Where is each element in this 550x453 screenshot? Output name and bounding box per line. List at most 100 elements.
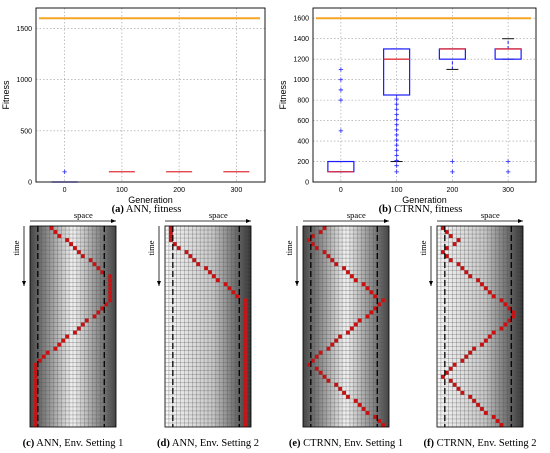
trajectory-cell — [326, 346, 331, 351]
trajectory-cell — [310, 358, 315, 363]
trajectory-cell — [452, 382, 457, 387]
trajectory-cell — [440, 226, 445, 231]
trajectory-cell — [243, 322, 248, 327]
time-label: time — [11, 240, 21, 255]
trajectory-cell — [511, 314, 516, 319]
trajectory-cell — [92, 314, 97, 319]
space-label: space — [209, 210, 228, 220]
trajectory-cell — [353, 322, 358, 327]
y-tick-label: 1400 — [293, 36, 309, 43]
trajectory-cell — [33, 366, 38, 371]
trajectory-cell — [365, 314, 370, 319]
outlier-point — [394, 158, 399, 163]
outlier-point — [394, 117, 399, 122]
trajectory-cell — [73, 246, 77, 251]
trajectory-cell — [444, 246, 449, 251]
trajectory-cell — [460, 358, 465, 363]
trajectory-cell — [377, 418, 382, 423]
trajectory-cell — [491, 414, 496, 419]
x-tick-label: 300 — [231, 187, 243, 194]
x-axis-label: Generation — [402, 195, 447, 205]
trajectory-cell — [480, 406, 484, 411]
trajectory-cell — [338, 386, 343, 391]
caption-text: CTRNN, Env. Setting 1 — [301, 438, 404, 449]
trajectory-cell — [440, 250, 445, 255]
trajectory-cell — [460, 266, 465, 271]
trajectory-cell — [495, 418, 500, 423]
trajectory-cell — [188, 254, 193, 259]
trajectory-cell — [243, 318, 248, 323]
caption-text: ANN, fitness — [124, 204, 181, 215]
trajectory-cell — [41, 354, 46, 359]
trajectory-cell — [243, 402, 248, 407]
space-arrowhead — [384, 219, 389, 223]
trajectory-cell — [330, 258, 335, 263]
trajectory-cell — [243, 374, 248, 379]
trajectory-cell — [353, 278, 358, 283]
chart-b: 0 100 200 300 0 200 400 600 800 1000 1200 1400 1600 G… — [278, 7, 537, 215]
caption: (a) ANN, fitness — [112, 204, 182, 215]
trajectory-cell — [243, 406, 248, 411]
caption-text: CTRNN, Env. Setting 2 — [434, 438, 537, 449]
trajectory-cell — [346, 330, 350, 335]
trajectory-cell — [314, 366, 319, 371]
trajectory-cell — [310, 234, 315, 239]
trajectory-cell — [49, 226, 54, 231]
outlier-point — [394, 142, 399, 148]
trajectory-cell — [84, 318, 89, 323]
outlier-point — [394, 132, 399, 138]
trajectory-cell — [243, 346, 248, 351]
trajectory-cell — [168, 234, 173, 239]
chart-a: 0 100 200 300 0 500 1000 1500 Generation Fitness (… — [1, 7, 266, 215]
time-arrowhead — [295, 281, 299, 286]
trajectory-cell — [227, 286, 232, 291]
trajectory-cell — [100, 270, 105, 275]
trajectory-cell — [452, 362, 457, 367]
trajectory-cell — [448, 258, 453, 263]
space-arrowhead — [111, 219, 116, 223]
space-arrowhead — [518, 219, 523, 223]
caption: (f) CTRNN, Env. Setting 2 — [423, 438, 536, 449]
grid-e: space time (e) CTRNN, Env. Setting 1 — [284, 210, 403, 449]
caption-label: (a) — [112, 204, 125, 215]
outlier-point — [505, 169, 511, 174]
trajectory-cell — [76, 326, 81, 331]
trajectory-cell — [448, 378, 453, 383]
trajectory-cell — [243, 306, 248, 311]
trajectory-cell — [503, 322, 508, 327]
grid-c: space time (c) ANN, Env. Setting 1 — [11, 210, 123, 449]
trajectory-cell — [346, 394, 350, 399]
y-tick-label: 500 — [20, 128, 32, 135]
trajectory-cell — [33, 402, 38, 407]
trajectory-cell — [349, 274, 354, 279]
y-tick-label: 800 — [297, 98, 309, 105]
trajectory-cell — [243, 326, 248, 331]
outlier-point — [338, 97, 344, 103]
trajectory-cell — [33, 414, 38, 419]
trajectory-cell — [318, 350, 323, 355]
x-tick-label: 200 — [173, 187, 185, 194]
time-label: time — [284, 240, 294, 255]
outlier-point — [394, 169, 399, 174]
trajectory-cell — [346, 270, 350, 275]
trajectory-cell — [108, 298, 113, 303]
outlier-point — [394, 137, 399, 143]
trajectory-cell — [330, 342, 335, 347]
trajectory-cell — [76, 250, 81, 255]
trajectory-cell — [243, 298, 248, 303]
trajectory-cell — [456, 262, 461, 267]
trajectory-cell — [310, 242, 315, 247]
plot-frame — [35, 7, 266, 183]
trajectory-cell — [57, 342, 62, 347]
trajectory-cell — [243, 398, 248, 403]
x-tick-label: 100 — [116, 187, 128, 194]
x-tick-label: 300 — [502, 187, 514, 194]
trajectory-cell — [440, 374, 445, 379]
y-tick-label: 1500 — [16, 26, 32, 33]
caption-label: (c) — [23, 438, 35, 449]
trajectory-cell — [184, 250, 189, 255]
trajectory-cell — [243, 390, 248, 395]
trajectory-cell — [456, 386, 461, 391]
trajectory-cell — [243, 338, 248, 343]
